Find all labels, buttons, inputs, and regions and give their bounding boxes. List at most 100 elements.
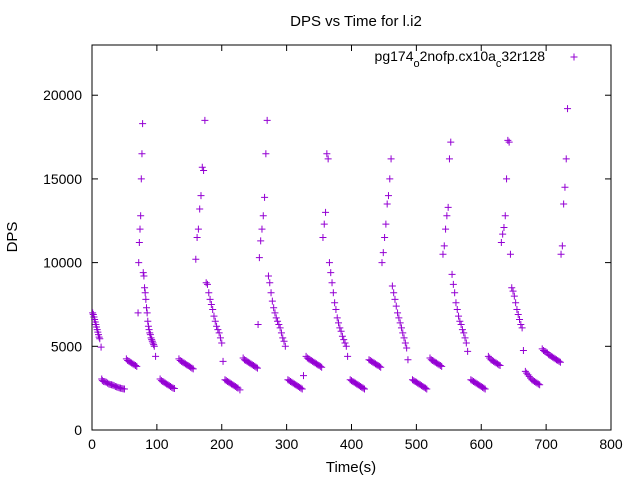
data-point (170, 384, 178, 392)
data-point (457, 321, 465, 329)
data-point (299, 372, 307, 380)
data-point (387, 155, 395, 163)
data-point (560, 200, 568, 208)
y-tick-label: 0 (74, 422, 82, 438)
data-point (270, 304, 278, 312)
data-point (257, 237, 265, 245)
data-point (534, 380, 542, 388)
data-point (400, 334, 408, 342)
x-tick-label: 100 (145, 436, 169, 452)
data-point (207, 300, 215, 308)
data-point (518, 324, 526, 332)
data-point (497, 239, 505, 247)
legend-label-part: pg174 (375, 48, 414, 64)
data-point (561, 183, 569, 191)
y-tick-label: 20000 (43, 87, 82, 103)
data-point (558, 242, 566, 250)
data-point (338, 332, 346, 340)
data-point (555, 357, 563, 365)
y-tick-label: 5000 (51, 338, 82, 354)
data-point (200, 167, 208, 175)
data-point (445, 155, 453, 163)
data-point (137, 212, 145, 220)
data-point (259, 212, 267, 220)
data-point (503, 175, 511, 183)
data-point (439, 250, 447, 258)
data-point (359, 384, 367, 392)
data-point (331, 299, 339, 307)
x-tick-label: 700 (534, 436, 558, 452)
data-point (263, 116, 271, 124)
data-point (323, 150, 331, 158)
tick-marks: 0 100 200 300 400 500 600 700 800 0 5000 10000 15000… (43, 45, 623, 452)
data-point (189, 365, 197, 373)
data-point (194, 225, 202, 233)
data-point (137, 175, 145, 183)
data-point (335, 319, 343, 327)
data-point (391, 295, 399, 303)
data-point (481, 385, 489, 393)
x-tick-label: 600 (470, 436, 494, 452)
data-point (136, 225, 144, 233)
chart-title: DPS vs Time for l.i2 (290, 13, 422, 30)
data-point (452, 299, 460, 307)
data-point (275, 321, 283, 329)
data-point (499, 230, 507, 238)
data-point (138, 150, 146, 158)
data-point (516, 316, 524, 324)
data-point (96, 335, 104, 343)
data-point (144, 322, 152, 330)
data-point (504, 136, 512, 144)
data-point (444, 203, 452, 211)
data-point (327, 269, 335, 277)
data-point (193, 234, 201, 241)
data-point (510, 292, 518, 300)
data-point (519, 346, 527, 354)
data-point (448, 270, 456, 278)
data-point (344, 352, 352, 360)
x-tick-label: 400 (340, 436, 364, 452)
data-point (324, 155, 332, 163)
data-point (443, 212, 451, 220)
data-point (279, 334, 287, 342)
data-point (274, 317, 282, 325)
data-point (517, 321, 525, 329)
data-point (421, 384, 429, 392)
data-point (150, 342, 158, 350)
data-point (276, 324, 284, 332)
data-point (322, 208, 330, 216)
data-point (277, 329, 285, 337)
data-point (197, 192, 205, 200)
data-point (319, 234, 327, 241)
data-point (390, 289, 398, 297)
data-point (318, 363, 326, 371)
data-point (254, 321, 262, 329)
data-point (316, 362, 324, 370)
data-point (198, 163, 206, 171)
data-point (506, 250, 514, 258)
data-point (320, 220, 328, 228)
data-point (456, 317, 464, 325)
data-point (139, 269, 147, 277)
data-point (455, 312, 463, 320)
data-point (461, 334, 469, 342)
data-point (449, 280, 457, 288)
data-point (268, 297, 276, 305)
data-point (505, 138, 513, 146)
data-point (536, 381, 544, 389)
x-tick-label: 0 (88, 436, 96, 452)
data-point (383, 200, 391, 208)
data-point (133, 362, 141, 370)
data-point (458, 326, 466, 334)
data-point (328, 279, 336, 287)
data-point (280, 337, 288, 345)
data-point (267, 289, 275, 297)
data-point (440, 242, 448, 250)
data-point (218, 339, 226, 347)
data-point (148, 337, 156, 345)
data-point (141, 289, 149, 297)
data-point (332, 305, 340, 313)
data-point (423, 385, 431, 393)
data-point (382, 220, 390, 228)
x-tick-label: 500 (405, 436, 429, 452)
